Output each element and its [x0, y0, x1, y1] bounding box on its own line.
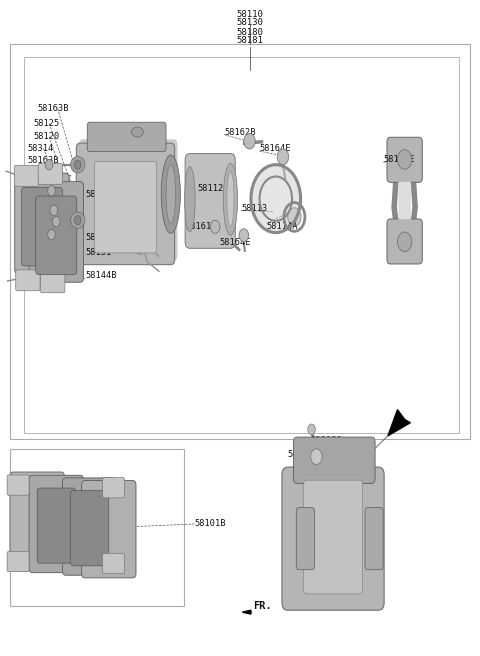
FancyBboxPatch shape	[22, 188, 62, 266]
Text: 58181: 58181	[236, 36, 263, 45]
FancyBboxPatch shape	[38, 163, 62, 184]
Text: 58120: 58120	[34, 132, 60, 141]
FancyBboxPatch shape	[185, 154, 235, 249]
Ellipse shape	[161, 155, 180, 234]
Circle shape	[277, 149, 288, 165]
Text: 58125: 58125	[34, 119, 60, 128]
FancyBboxPatch shape	[79, 139, 178, 260]
Ellipse shape	[71, 212, 85, 228]
Circle shape	[251, 165, 300, 233]
FancyBboxPatch shape	[365, 508, 383, 569]
FancyBboxPatch shape	[103, 554, 124, 573]
Circle shape	[52, 216, 60, 227]
FancyBboxPatch shape	[15, 173, 69, 274]
Ellipse shape	[166, 165, 176, 224]
Circle shape	[311, 449, 322, 464]
Text: 58151B: 58151B	[288, 449, 319, 459]
FancyBboxPatch shape	[103, 478, 124, 498]
FancyBboxPatch shape	[37, 488, 75, 563]
Text: 58110: 58110	[236, 10, 263, 19]
FancyBboxPatch shape	[7, 552, 29, 571]
Text: 58123E: 58123E	[383, 155, 415, 164]
Circle shape	[74, 216, 81, 225]
FancyBboxPatch shape	[29, 476, 84, 573]
FancyBboxPatch shape	[7, 475, 29, 495]
FancyBboxPatch shape	[62, 478, 117, 575]
FancyBboxPatch shape	[10, 472, 64, 569]
Bar	[24, 57, 458, 432]
Text: 58144B: 58144B	[85, 190, 117, 199]
Circle shape	[74, 160, 81, 169]
Text: 58163B: 58163B	[37, 104, 69, 113]
Text: 58180: 58180	[236, 28, 263, 37]
Text: 58131: 58131	[85, 234, 111, 242]
Circle shape	[244, 133, 255, 149]
Text: 58113: 58113	[241, 204, 267, 213]
Circle shape	[239, 229, 249, 242]
FancyBboxPatch shape	[296, 508, 314, 569]
Text: 1360GJ: 1360GJ	[311, 436, 342, 445]
Circle shape	[210, 220, 220, 234]
Circle shape	[48, 186, 55, 196]
Circle shape	[45, 159, 53, 170]
FancyBboxPatch shape	[95, 161, 156, 253]
Circle shape	[288, 208, 301, 226]
Circle shape	[397, 232, 412, 251]
Text: 58314: 58314	[28, 144, 54, 153]
Polygon shape	[388, 409, 410, 436]
FancyBboxPatch shape	[387, 219, 422, 264]
FancyBboxPatch shape	[387, 137, 422, 182]
Text: 58101B: 58101B	[195, 520, 226, 529]
Polygon shape	[242, 610, 251, 614]
Text: 58130: 58130	[236, 18, 263, 27]
Circle shape	[308, 424, 315, 434]
FancyBboxPatch shape	[293, 437, 375, 483]
Text: 58112: 58112	[197, 184, 223, 193]
Text: 58144B: 58144B	[85, 271, 117, 280]
Ellipse shape	[132, 127, 144, 137]
FancyBboxPatch shape	[71, 491, 109, 565]
FancyBboxPatch shape	[282, 467, 384, 610]
Bar	[10, 44, 470, 439]
Circle shape	[50, 205, 58, 216]
Text: 58164E: 58164E	[259, 144, 290, 153]
FancyBboxPatch shape	[303, 480, 363, 594]
Ellipse shape	[185, 167, 195, 232]
Text: 58162B: 58162B	[224, 127, 256, 136]
FancyBboxPatch shape	[16, 270, 40, 291]
Text: 58164E: 58164E	[219, 238, 251, 247]
Text: FR.: FR.	[253, 601, 272, 611]
Circle shape	[48, 230, 55, 240]
Text: 58114A: 58114A	[266, 222, 298, 232]
Text: 58163B: 58163B	[28, 155, 59, 165]
Text: 58161B: 58161B	[185, 222, 216, 232]
FancyBboxPatch shape	[14, 165, 38, 186]
FancyBboxPatch shape	[36, 196, 77, 274]
FancyBboxPatch shape	[76, 143, 175, 264]
Bar	[10, 449, 184, 605]
FancyBboxPatch shape	[82, 481, 136, 578]
Ellipse shape	[223, 163, 238, 236]
FancyBboxPatch shape	[398, 182, 411, 220]
Ellipse shape	[71, 157, 85, 173]
FancyBboxPatch shape	[40, 272, 65, 293]
Ellipse shape	[227, 172, 234, 227]
FancyBboxPatch shape	[29, 182, 84, 282]
Text: 58131: 58131	[85, 249, 111, 257]
FancyBboxPatch shape	[87, 122, 166, 152]
Circle shape	[397, 150, 412, 169]
